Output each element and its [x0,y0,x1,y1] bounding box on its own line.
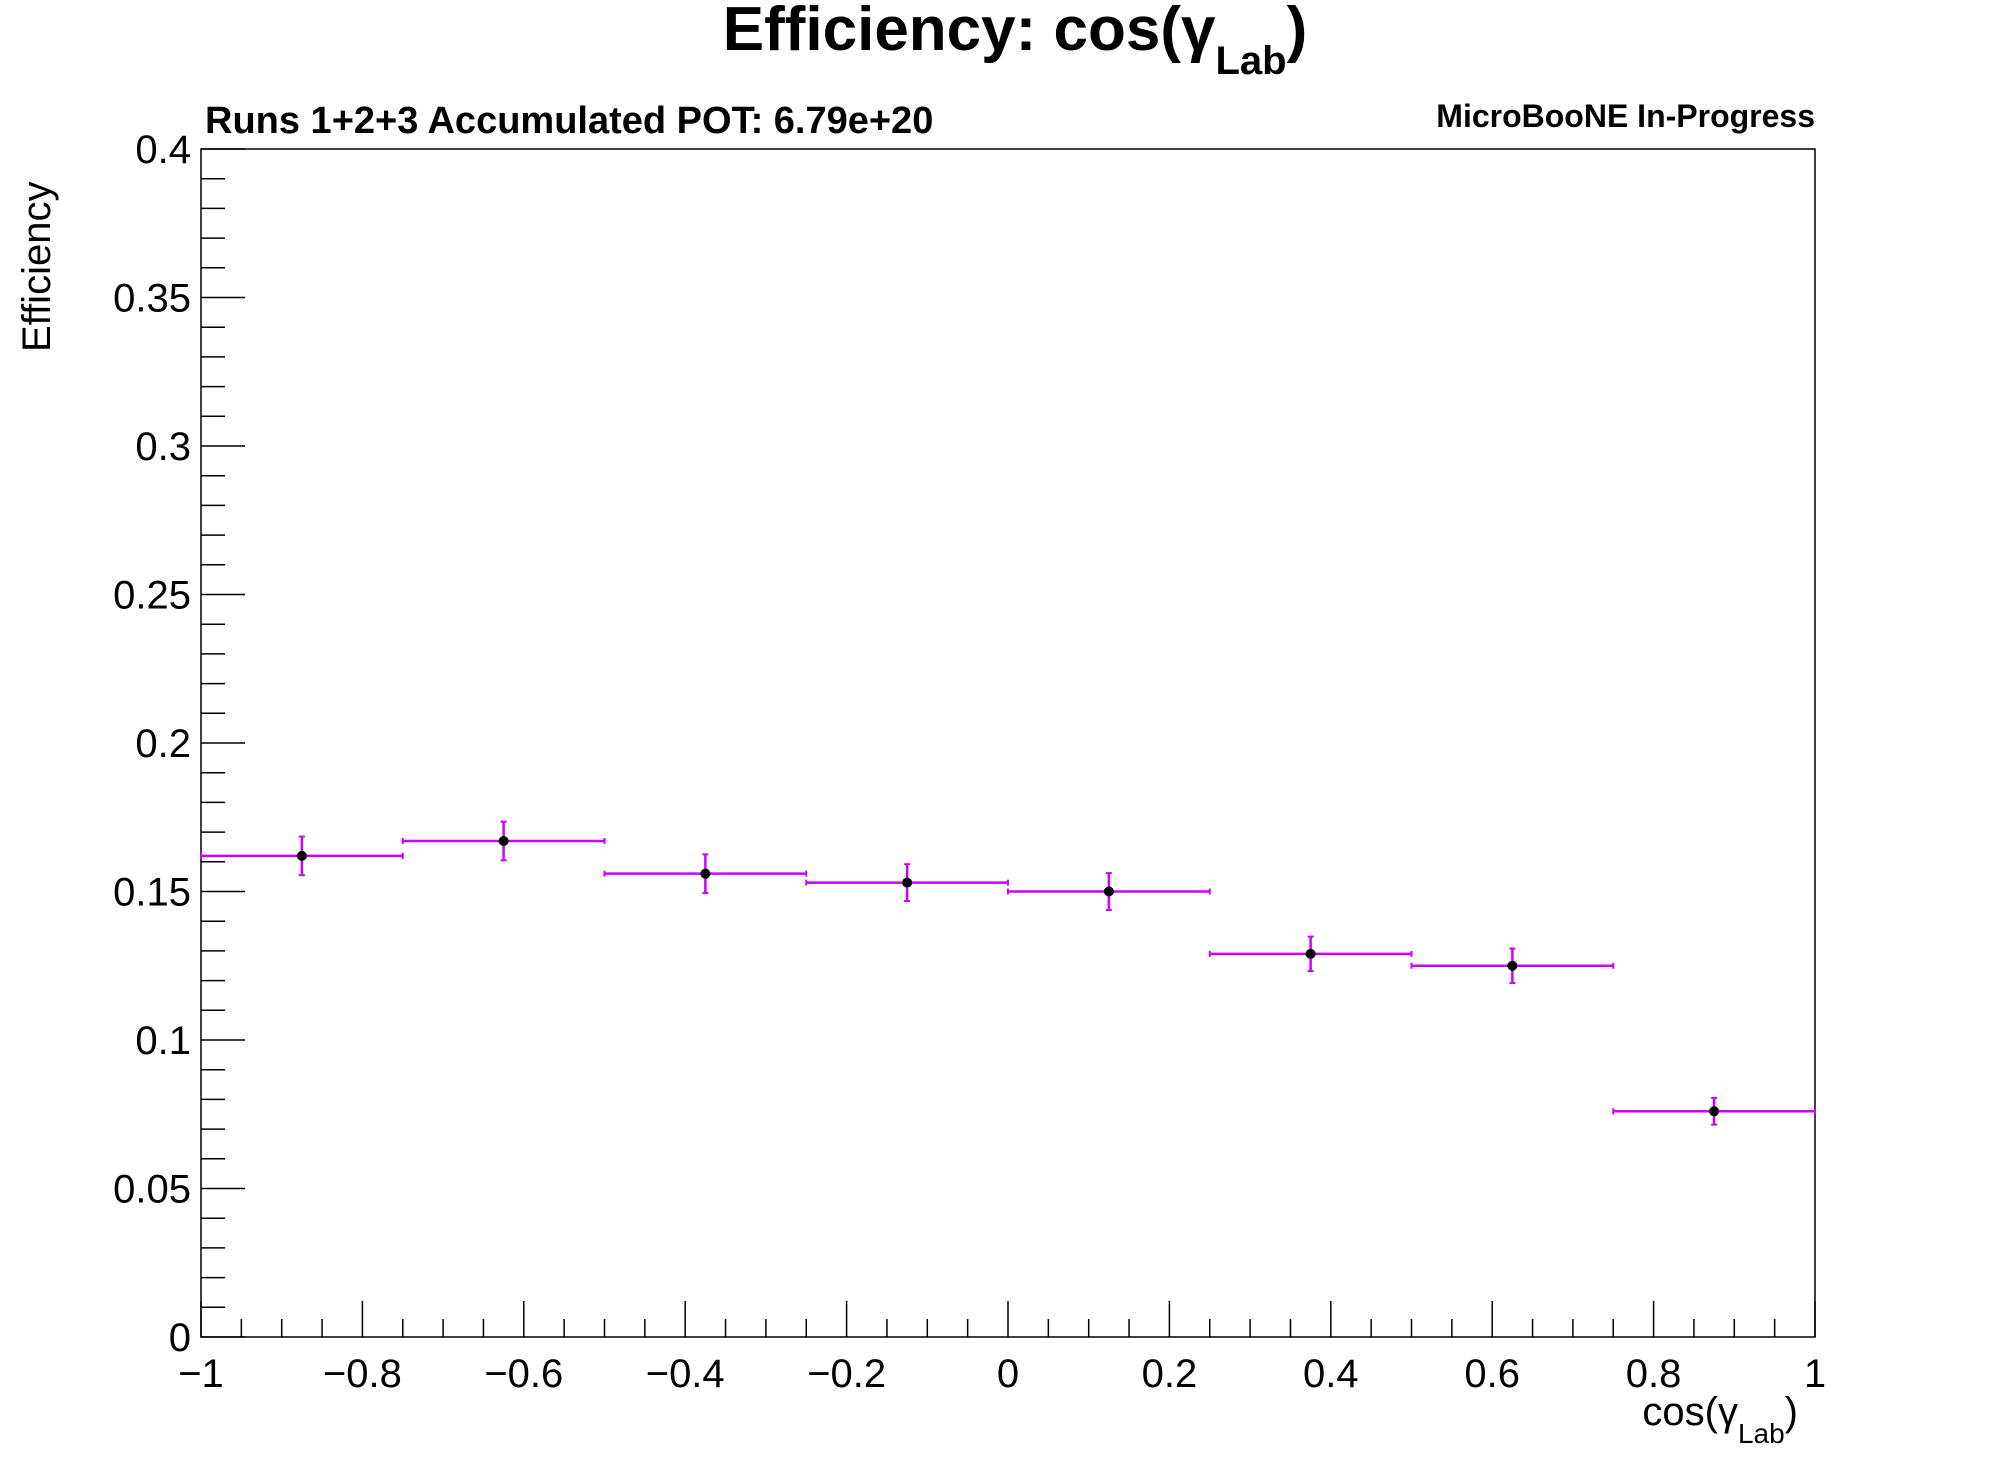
x-tick-label: −0.8 [323,1352,402,1396]
y-tick-label: 0.25 [113,574,191,618]
y-axis-label: Efficiency [15,182,59,352]
data-marker [902,877,913,888]
chart-title-close: ) [1287,0,1308,64]
data-marker [1305,948,1316,959]
x-axis-label-main: cos(γ [1642,1390,1738,1434]
chart-title-subscript: Lab [1215,39,1286,83]
data-point [1007,872,1211,911]
y-axis: 0 0.05 0.1 0.15 0.2 0.25 0.3 0.35 0.4 [113,128,245,1360]
y-tick-label: 0.05 [113,1168,191,1212]
x-tick-label: 0.2 [1142,1352,1198,1396]
x-axis: −1 −0.8 −0.6 −0.4 −0.2 0 0.2 0.4 0.6 0.8 1 [178,1301,1826,1396]
x-tick-label: 0.4 [1303,1352,1359,1396]
data-marker [700,868,711,879]
data-point [805,863,1009,903]
chart-title-main: Efficiency: cos(γ [723,0,1216,64]
data-point [1208,935,1413,973]
data-marker [296,850,307,861]
y-tick-label: 0.3 [135,425,191,469]
data-marker [1507,960,1518,971]
data-point [603,853,808,894]
data-series [200,820,1816,1126]
x-tick-label: −0.4 [646,1352,725,1396]
x-tick-label: 0.8 [1626,1352,1682,1396]
x-axis-label-subscript: Lab [1738,1418,1785,1449]
x-tick-label: 0.6 [1464,1352,1520,1396]
x-axis-label: cos(γLab) [1642,1390,1798,1449]
collaboration-label: MicroBooNE In-Progress [1436,98,1815,134]
data-point [200,835,404,877]
data-point [1612,1096,1816,1126]
x-tick-label: −1 [178,1352,224,1396]
chart-title: Efficiency: cos(γLab) [723,0,1308,83]
data-marker [1709,1106,1720,1117]
data-point [401,820,606,862]
chart-subtitle: Runs 1+2+3 Accumulated POT: 6.79e+20 [205,100,933,142]
x-axis-label-close: ) [1785,1390,1798,1434]
y-tick-label: 0 [169,1316,191,1360]
data-marker [1103,886,1114,897]
y-tick-label: 0.1 [135,1019,191,1063]
x-tick-label: 0 [997,1352,1019,1396]
y-tick-label: 0.2 [135,722,191,766]
x-tick-label: 1 [1804,1352,1826,1396]
x-tick-label: −0.2 [807,1352,886,1396]
data-marker [498,836,509,847]
y-tick-label: 0.4 [135,128,191,172]
plot-frame [200,148,1816,1338]
data-point [1410,947,1615,984]
y-tick-label: 0.15 [113,871,191,915]
x-tick-label: −0.6 [484,1352,563,1396]
y-tick-label: 0.35 [113,277,191,321]
